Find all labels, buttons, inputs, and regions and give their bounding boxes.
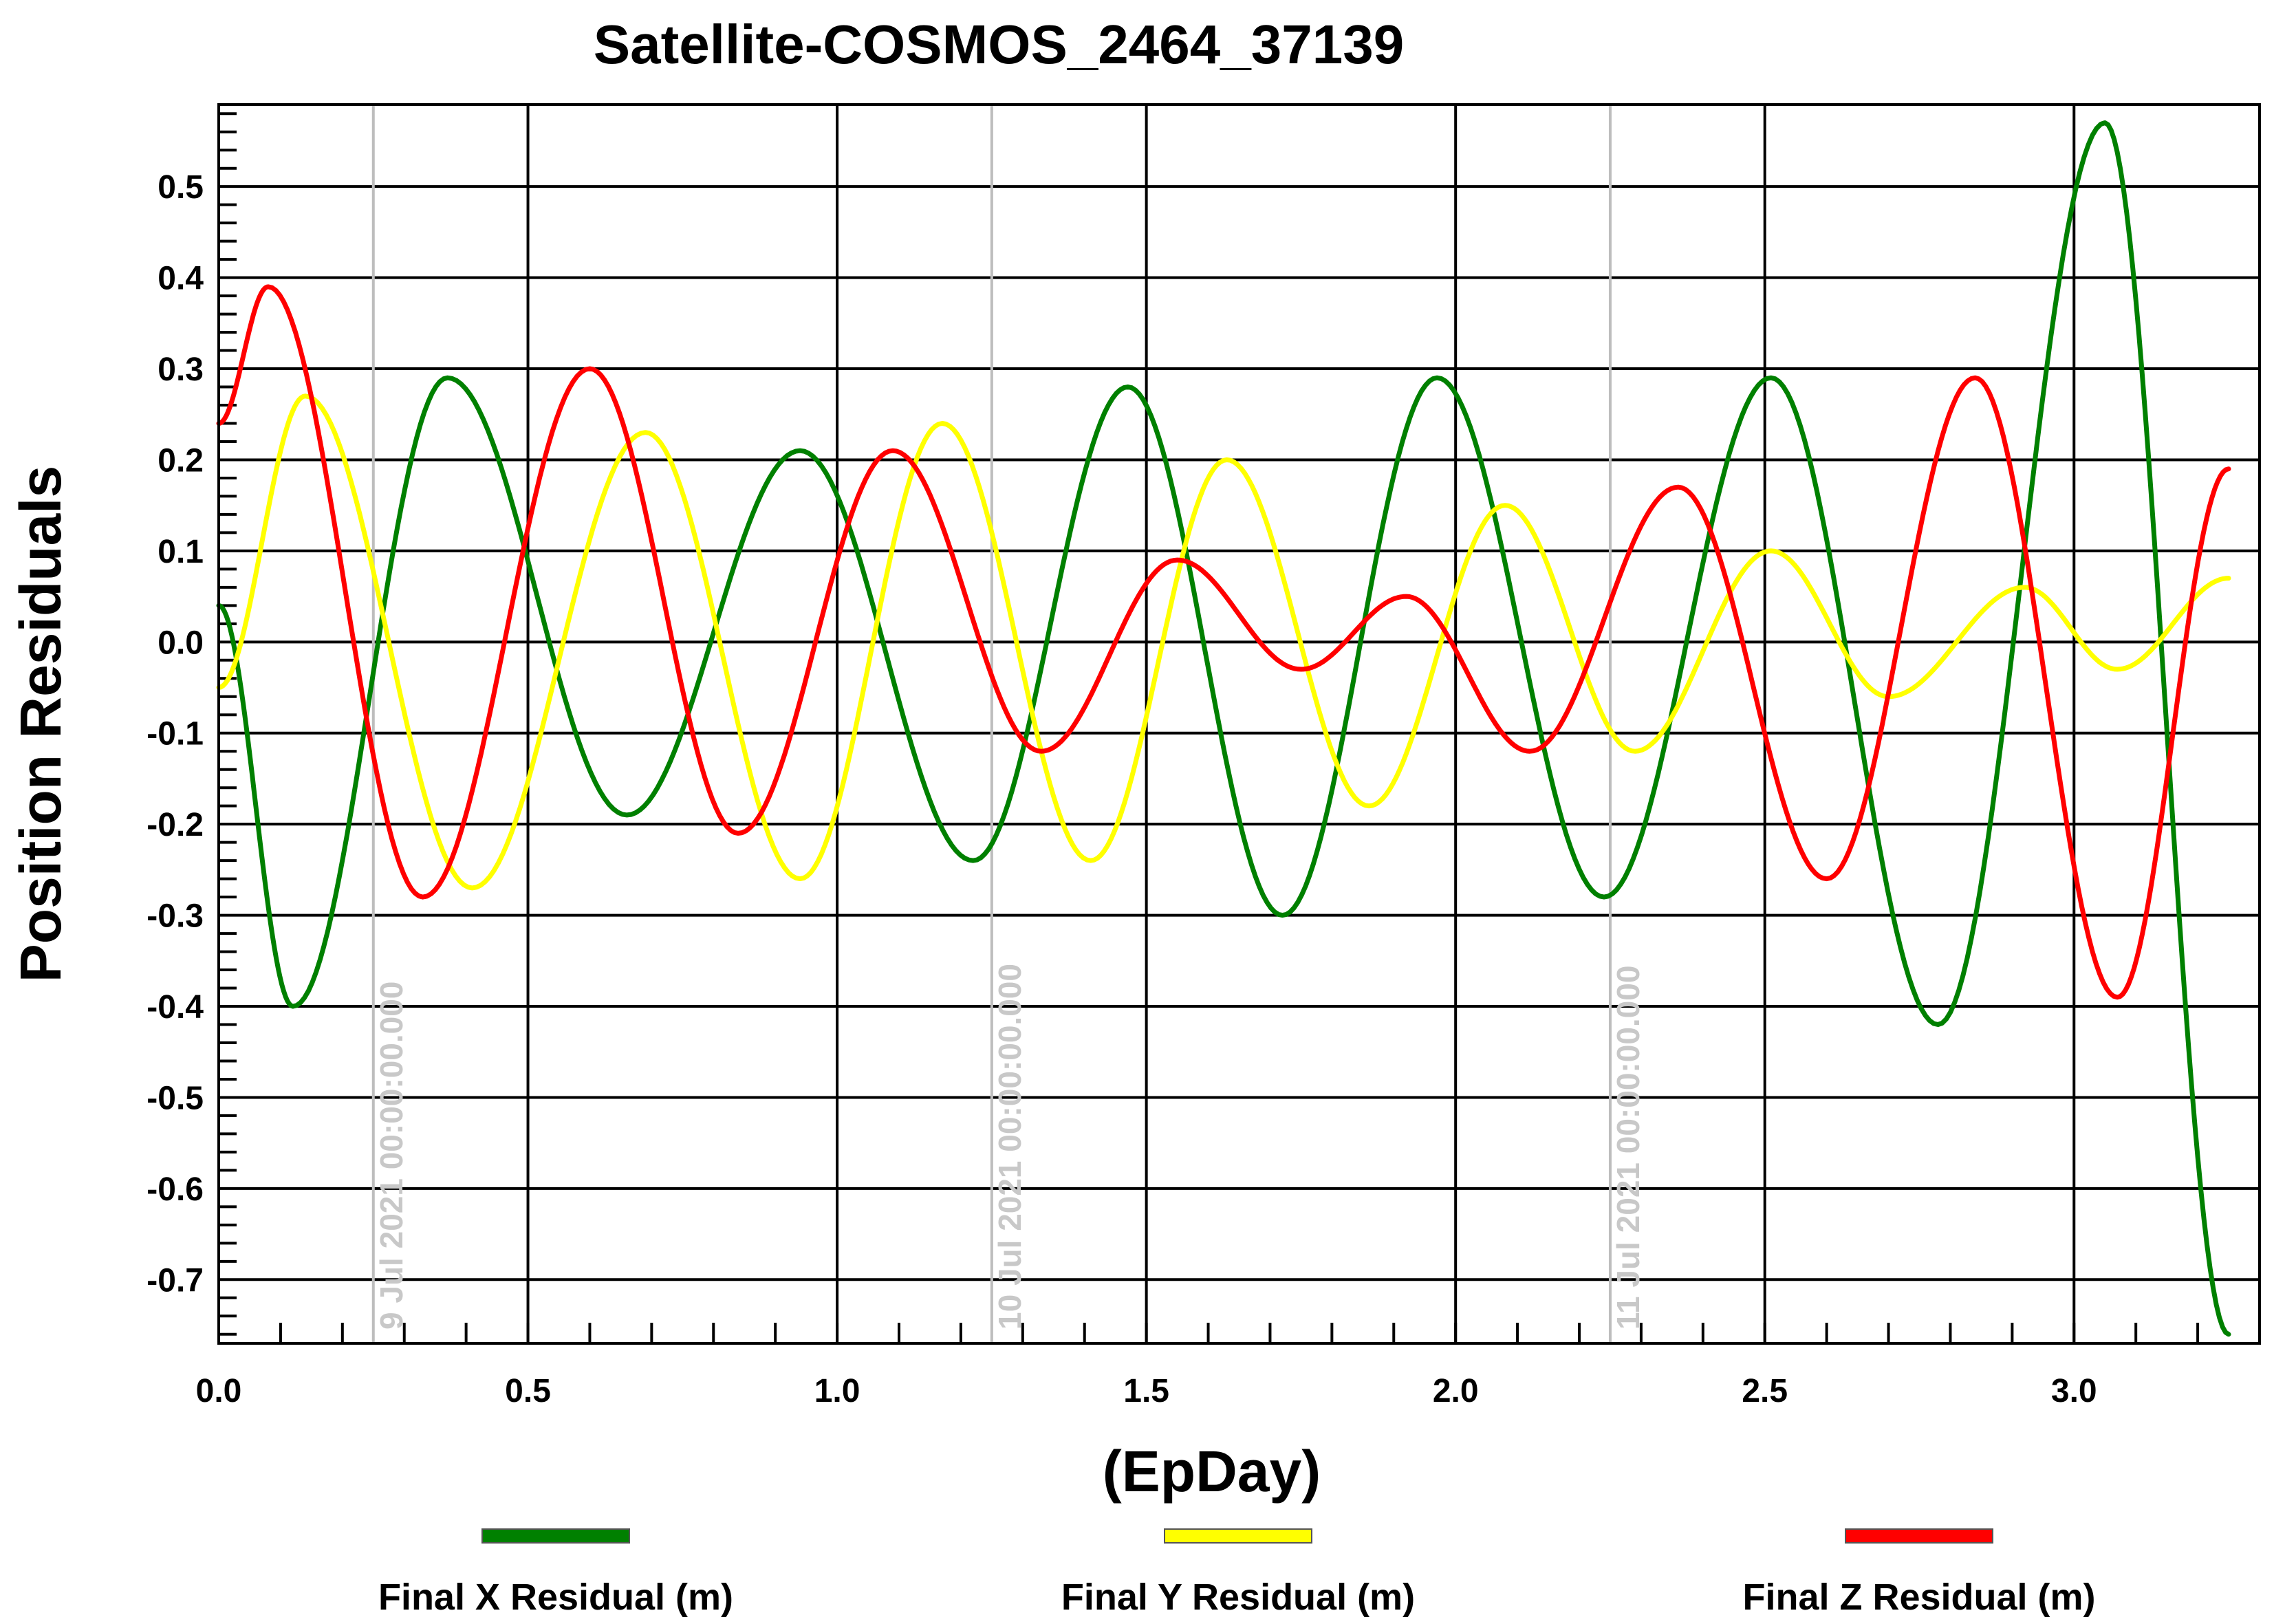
y-tick-label: -0.4 (147, 989, 204, 1026)
y-tick-label: 0.3 (158, 351, 204, 388)
legend-swatch (1845, 1528, 1993, 1544)
legend-item: Final X Residual (m) (378, 1528, 733, 1618)
x-axis-label: (EpDay) (1103, 1439, 1321, 1504)
series-line-final-y-residual-m (216, 393, 2231, 891)
plot-background (219, 105, 2260, 1343)
x-tick-label: 0.5 (505, 1373, 551, 1409)
x-tick-label: 0.0 (196, 1373, 242, 1409)
chart-title: Satellite-COSMOS_2464_37139 (594, 14, 1404, 75)
series-line-final-z-residual-m (216, 284, 2231, 1000)
date-markers: 9 Jul 2021 00:00:00.000 10 Jul 2021 00:00… (371, 105, 1646, 1343)
y-tick-label: -0.7 (147, 1262, 204, 1299)
y-tick-label: -0.5 (147, 1080, 204, 1116)
legend-item: Final Z Residual (m) (1742, 1528, 2096, 1618)
y-tick-label: 0.2 (158, 442, 204, 479)
legend-swatch (1164, 1528, 1312, 1544)
date-marker-label: 10 Jul 2021 00:00:00.000 (992, 964, 1028, 1330)
legend-label: Final Z Residual (m) (1742, 1577, 2095, 1618)
y-tick-label: 0.0 (158, 625, 204, 661)
legend-item: Final Y Residual (m) (1061, 1528, 1415, 1618)
x-tick-labels: 0.0 0.5 1.0 1.5 2.0 2.5 3.0 (196, 1373, 2097, 1409)
plot-frame (217, 103, 2261, 1345)
x-tick-label: 2.5 (1742, 1373, 1788, 1409)
y-tick-label: -0.1 (147, 716, 204, 753)
minor-ticks (219, 112, 2200, 1343)
date-marker-label: 11 Jul 2021 00:00:00.000 (1610, 966, 1646, 1330)
series-lines (216, 120, 2231, 1337)
legend: Final X Residual (m) Final Y Residual (m)… (378, 1528, 2096, 1618)
y-tick-label: -0.3 (147, 898, 204, 935)
y-tick-label: -0.2 (147, 807, 204, 843)
legend-label: Final Y Residual (m) (1061, 1577, 1415, 1618)
x-tick-label: 2.0 (1433, 1373, 1479, 1409)
legend-label: Final X Residual (m) (378, 1577, 733, 1618)
y-tick-label: 0.5 (158, 169, 204, 206)
y-tick-label: 0.4 (158, 261, 204, 297)
x-tick-label: 3.0 (2051, 1373, 2097, 1409)
date-marker-label: 9 Jul 2021 00:00:00.000 (373, 982, 409, 1330)
plot-area: 9 Jul 2021 00:00:00.000 10 Jul 2021 00:00… (216, 103, 2261, 1345)
y-tick-label: -0.6 (147, 1171, 204, 1208)
y-tick-labels: 0.5 0.4 0.3 0.2 0.1 0.0 -0.1 -0.2 -0.3 -0.4 -0.5 -0… (147, 169, 204, 1299)
legend-swatch (481, 1528, 630, 1544)
y-axis-label: Position Residuals (8, 466, 73, 983)
series-line-final-x-residual-m (216, 120, 2231, 1337)
y-tick-label: 0.1 (158, 534, 204, 570)
x-tick-label: 1.0 (814, 1373, 860, 1409)
x-tick-label: 1.5 (1123, 1373, 1169, 1409)
